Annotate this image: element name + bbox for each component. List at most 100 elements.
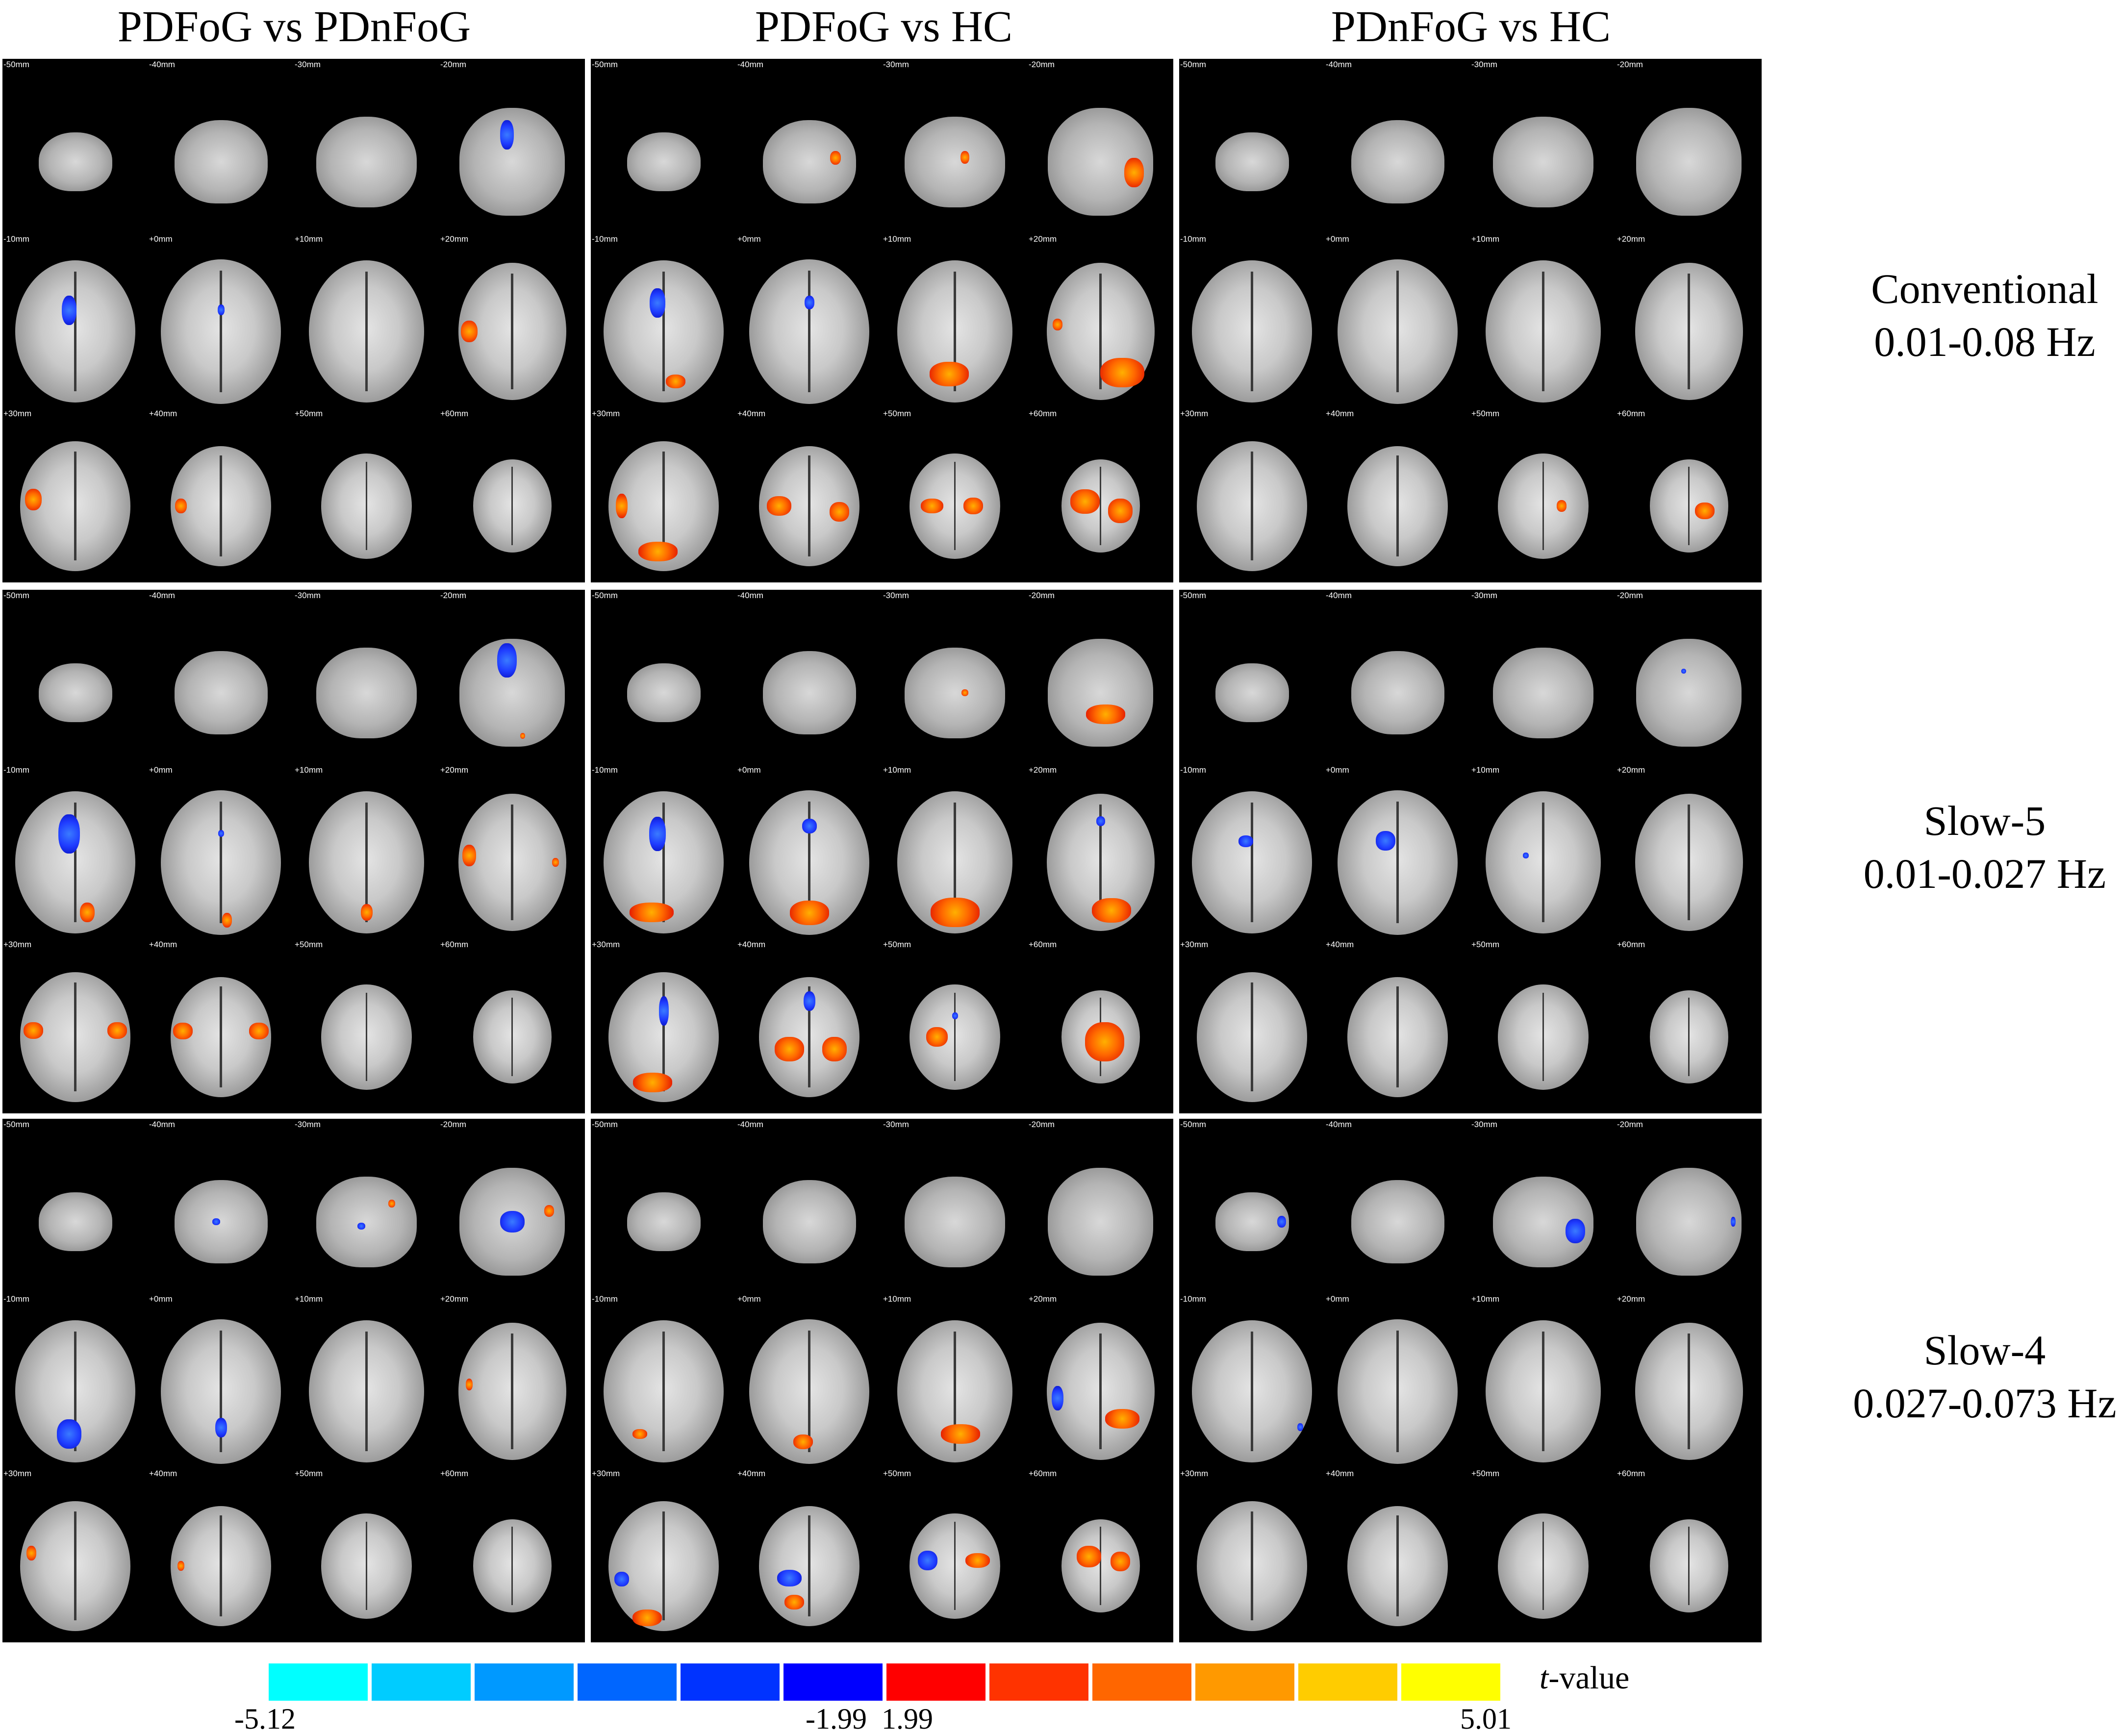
brain-slice: [1486, 260, 1601, 403]
row-label-name: Conventional: [1871, 265, 2098, 312]
slice-label: +30mm: [592, 1469, 620, 1478]
slice-label: +30mm: [592, 940, 620, 949]
brain-slice: [759, 1506, 859, 1626]
positive-activation-cluster: [926, 1027, 948, 1047]
brain-slice: [38, 1192, 112, 1251]
positive-activation-cluster: [830, 151, 841, 165]
slice-label: -30mm: [883, 591, 909, 600]
brain-slice: [1192, 260, 1312, 403]
positive-activation-cluster: [1091, 898, 1131, 923]
slice-label: +0mm: [737, 765, 761, 775]
slice-label: -10mm: [3, 234, 29, 244]
slice-label: +50mm: [1471, 1469, 1500, 1478]
slice-label: +30mm: [3, 1469, 32, 1478]
brain-slice: [1498, 453, 1589, 559]
positive-activation-cluster: [1100, 358, 1144, 387]
negative-activation-cluster: [1051, 1386, 1063, 1410]
positive-activation-cluster: [80, 902, 95, 922]
slice-label: +60mm: [440, 940, 469, 949]
slice-label: +10mm: [295, 234, 323, 244]
brain-slice: [1636, 1168, 1742, 1276]
slice-label: -10mm: [3, 765, 29, 775]
row-label-band: 0.01-0.027 Hz: [1863, 850, 2106, 897]
brain-slice: [1498, 1513, 1589, 1619]
positive-activation-cluster: [632, 1429, 647, 1439]
negative-activation-cluster: [58, 814, 80, 854]
brain-slice: [1649, 990, 1728, 1083]
brain-slice: [608, 1501, 719, 1631]
colorbar-segment: [1298, 1663, 1397, 1701]
negative-activation-cluster: [1096, 816, 1105, 826]
slice-label: -20mm: [440, 1120, 466, 1129]
positive-activation-cluster: [616, 494, 628, 518]
brain-slice: [1215, 663, 1289, 722]
negative-activation-cluster: [212, 1218, 220, 1225]
colorbar-segment: [886, 1663, 985, 1701]
colorbar-title-italic: t: [1540, 1660, 1549, 1696]
slice-label: -40mm: [1326, 1120, 1352, 1129]
slice-label: +40mm: [737, 940, 766, 949]
brain-slice: [627, 132, 701, 191]
brain-slice: [905, 116, 1005, 207]
negative-activation-cluster: [803, 991, 815, 1011]
positive-activation-cluster: [965, 1553, 990, 1568]
negative-activation-cluster: [1730, 1217, 1736, 1227]
slice-label: +0mm: [149, 1294, 173, 1304]
positive-activation-cluster: [630, 902, 674, 922]
brain-slice: [1048, 1168, 1153, 1276]
positive-activation-cluster: [1085, 1022, 1124, 1061]
negative-activation-cluster: [804, 296, 814, 309]
colorbar-segment: [783, 1663, 883, 1701]
slice-label: -30mm: [1471, 60, 1497, 69]
slice-label: +10mm: [1471, 234, 1500, 244]
slice-label: -50mm: [592, 591, 618, 600]
brain-slice: [458, 1323, 566, 1460]
panel-slow5-pdfog-vs-hc: -50mm -40mm -30mm -20mm -10mm +0mm +10mm +20mm +…: [591, 590, 1173, 1113]
negative-activation-cluster: [500, 1211, 525, 1233]
slice-label: +40mm: [149, 409, 177, 418]
slice-label: -40mm: [1326, 591, 1352, 600]
positive-activation-cluster: [789, 901, 829, 926]
slice-label: +30mm: [1180, 1469, 1209, 1478]
brain-slice: [1338, 790, 1458, 935]
slice-label: -30mm: [883, 1120, 909, 1129]
slice-label: +50mm: [1471, 409, 1500, 418]
brain-slice: [1192, 791, 1312, 933]
positive-activation-cluster: [175, 499, 187, 513]
slice-label: -50mm: [1180, 591, 1206, 600]
positive-activation-cluster: [784, 1594, 804, 1610]
negative-activation-cluster: [500, 120, 514, 150]
slice-label: +60mm: [1617, 940, 1645, 949]
slice-label: -30mm: [295, 591, 321, 600]
positive-activation-cluster: [1105, 1409, 1139, 1429]
colorbar-segment: [1195, 1663, 1294, 1701]
positive-activation-cluster: [793, 1434, 813, 1450]
positive-activation-cluster: [1070, 489, 1100, 514]
slice-label: -40mm: [149, 591, 175, 600]
slice-label: -10mm: [1180, 1294, 1206, 1304]
positive-activation-cluster: [1124, 158, 1144, 187]
negative-activation-cluster: [57, 1419, 82, 1449]
row-label-slow5: Slow-5 0.01-0.027 Hz: [1847, 794, 2122, 900]
column-title-3: PDnFoG vs HC: [1331, 2, 1611, 51]
brain-slice: [1636, 108, 1742, 216]
positive-activation-cluster: [767, 496, 791, 516]
slice-label: -30mm: [883, 60, 909, 69]
slice-label: +50mm: [295, 940, 323, 949]
brain-slice: [604, 1320, 724, 1462]
negative-activation-cluster: [952, 1012, 958, 1019]
colorbar-segment: [989, 1663, 1088, 1701]
brain-slice: [473, 1519, 552, 1612]
colorbar-neg-threshold-label: -1.99: [806, 1703, 867, 1735]
negative-activation-cluster: [1681, 669, 1686, 674]
slice-label: +40mm: [1326, 409, 1354, 418]
slice-label: -20mm: [1029, 591, 1055, 600]
brain-slice: [171, 446, 271, 566]
brain-slice: [762, 120, 856, 203]
brain-slice: [604, 260, 724, 403]
brain-slice: [1347, 977, 1448, 1097]
positive-activation-cluster: [544, 1205, 554, 1217]
negative-activation-cluster: [217, 304, 225, 315]
positive-activation-cluster: [552, 858, 559, 867]
colorbar-segment: [1092, 1663, 1191, 1701]
